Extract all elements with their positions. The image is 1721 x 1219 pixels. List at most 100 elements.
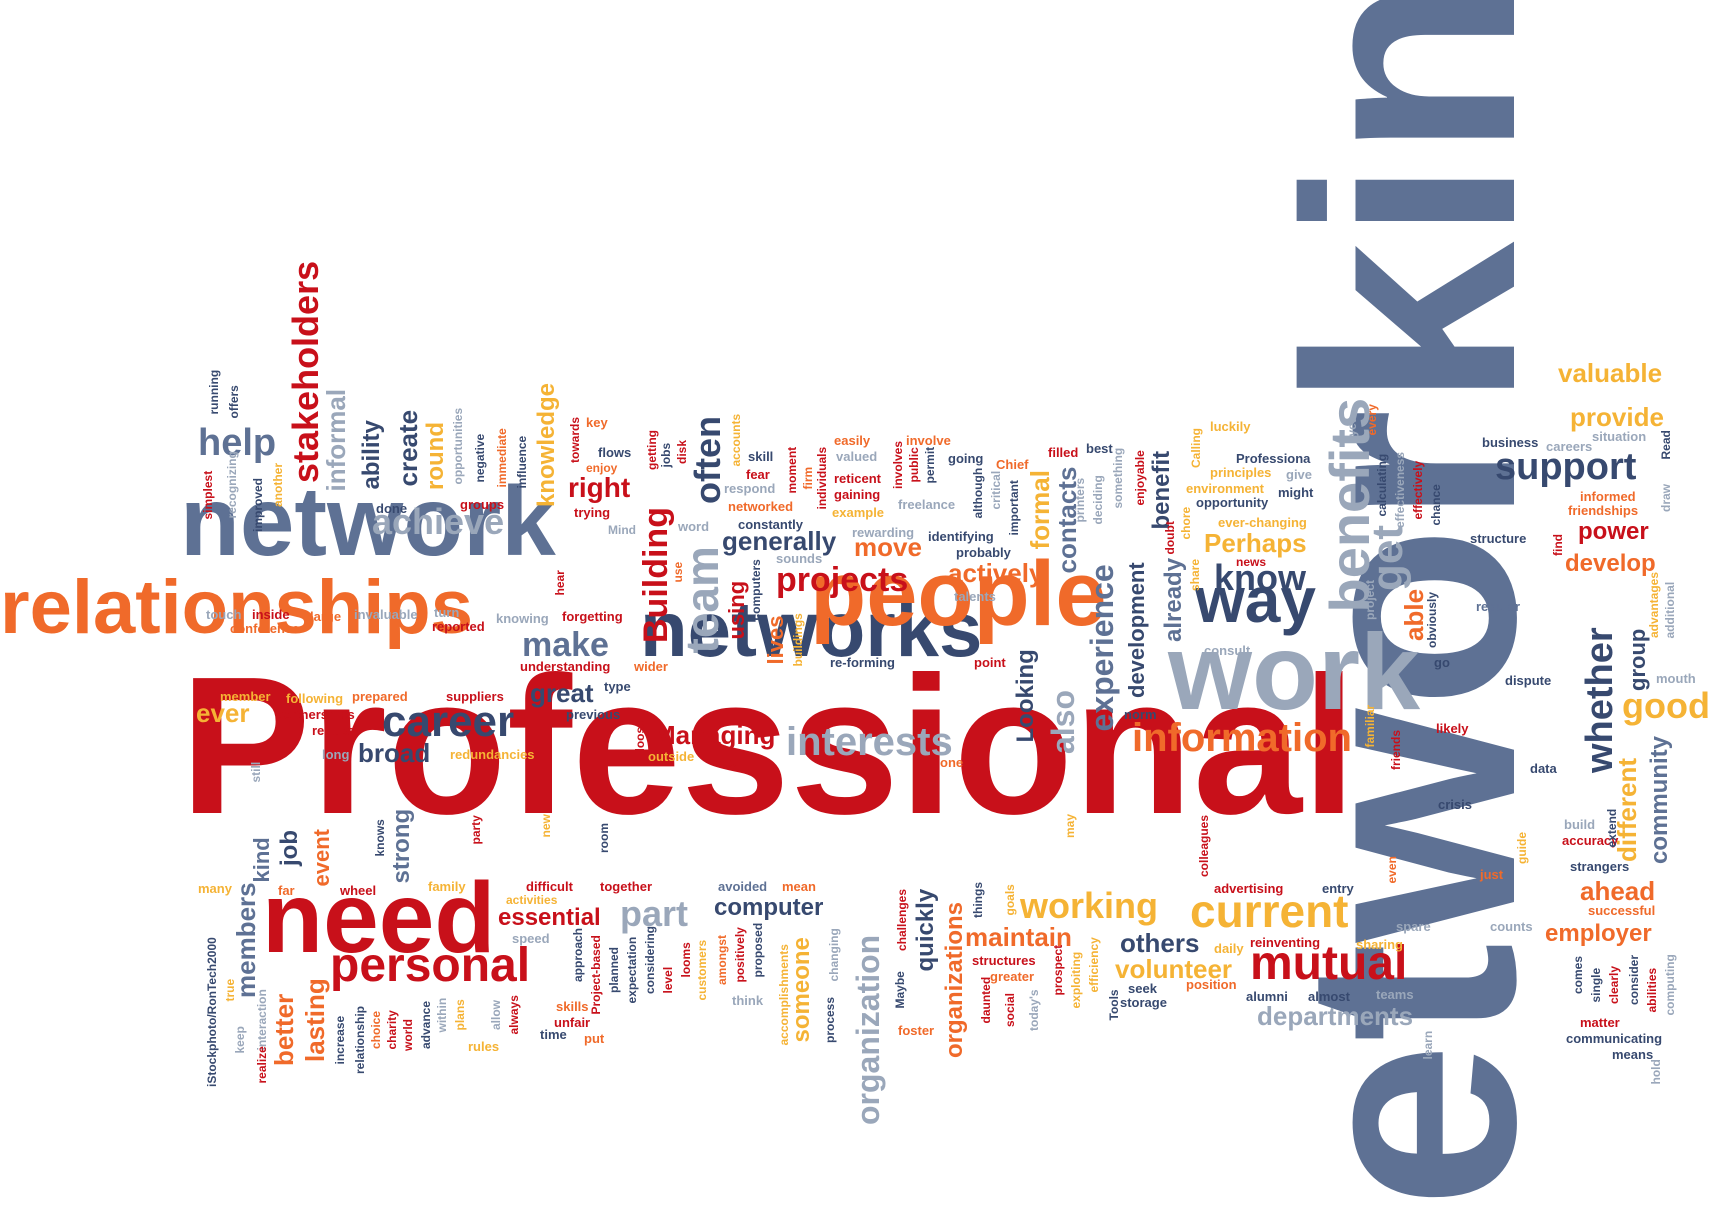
word-previous: previous bbox=[566, 707, 621, 722]
word-easily: easily bbox=[834, 433, 871, 448]
word-way: way bbox=[1195, 564, 1316, 636]
word-opportunity: opportunity bbox=[1196, 495, 1269, 510]
word-create: create bbox=[393, 409, 423, 487]
word-rules: rules bbox=[468, 1039, 500, 1054]
word-enjoy: enjoy bbox=[586, 461, 618, 475]
word-ever: ever bbox=[196, 698, 250, 728]
word-communicating: communicating bbox=[1566, 1031, 1663, 1046]
word-fear: fear bbox=[746, 467, 770, 482]
word-entry: entry bbox=[1322, 881, 1354, 896]
word-every: every bbox=[1365, 404, 1379, 436]
word-things: things bbox=[971, 882, 985, 918]
word-simplest: simplest bbox=[201, 470, 215, 520]
word-probably: probably bbox=[956, 545, 1011, 560]
word-mind: Mind bbox=[608, 523, 636, 537]
word-achieve: achieve bbox=[372, 501, 505, 542]
word-hear: hear bbox=[553, 570, 567, 596]
word-go: go bbox=[1434, 655, 1450, 670]
word-mean: mean bbox=[782, 879, 816, 894]
word-means: means bbox=[1612, 1047, 1654, 1062]
word-consult: consult bbox=[1204, 643, 1251, 658]
word-relationship: relationship bbox=[353, 1005, 367, 1074]
word-disk: disk bbox=[675, 439, 689, 464]
word-good: good bbox=[1622, 685, 1710, 726]
word-something: something bbox=[1111, 447, 1125, 509]
word-turn: turn bbox=[434, 605, 460, 620]
word-jobs: jobs bbox=[659, 442, 673, 468]
word-yet: yet bbox=[1345, 419, 1359, 437]
word-wider: wider bbox=[634, 659, 668, 674]
word-building: Building bbox=[637, 507, 675, 643]
word-put: put bbox=[584, 1031, 605, 1046]
word-respond: respond bbox=[724, 481, 776, 496]
word-relationships: relationships bbox=[0, 565, 473, 650]
word-recognizing: recognizing bbox=[225, 451, 239, 519]
word-familiar: familiar bbox=[1363, 704, 1377, 748]
word-inside: inside bbox=[252, 607, 290, 622]
word-choice: choice bbox=[369, 1010, 383, 1049]
word-team: team bbox=[676, 546, 728, 654]
word-accounts: accounts bbox=[729, 413, 743, 467]
word-just: just bbox=[1480, 867, 1504, 882]
word-essential: essential bbox=[498, 904, 601, 931]
word-structures: structures bbox=[972, 953, 1036, 968]
word-learn: learn bbox=[1421, 1030, 1435, 1060]
word-word: word bbox=[678, 519, 710, 534]
word-realize: realize bbox=[255, 1046, 269, 1084]
word-project: project bbox=[1363, 579, 1377, 620]
word-quickly: quickly bbox=[912, 888, 939, 972]
word-volunteer: volunteer bbox=[1115, 954, 1233, 984]
word-think: think bbox=[732, 993, 764, 1008]
word-moment: moment bbox=[785, 446, 799, 494]
word-networked: networked bbox=[728, 499, 794, 514]
word-skill: skill bbox=[748, 449, 774, 464]
word-knowing: knowing bbox=[496, 611, 549, 626]
word-may: may bbox=[1063, 813, 1077, 838]
word-build: build bbox=[1564, 817, 1596, 832]
word-level: level bbox=[661, 966, 675, 994]
word-far: far bbox=[278, 883, 295, 898]
word-considering: considering bbox=[643, 925, 657, 994]
word-strangers: strangers bbox=[1570, 859, 1630, 874]
word-towards: towards bbox=[568, 416, 582, 463]
word-always: always bbox=[507, 995, 521, 1035]
word-approach: approach bbox=[571, 927, 585, 982]
word-comes: comes bbox=[1571, 955, 1585, 994]
word-computer: computer bbox=[714, 894, 824, 921]
word-organization: organization bbox=[850, 934, 886, 1125]
word-mutual: mutual bbox=[1250, 937, 1408, 990]
word-going: going bbox=[948, 451, 984, 466]
word-maybe: Maybe bbox=[893, 971, 907, 1009]
word-party: party bbox=[469, 815, 483, 845]
word-family: family bbox=[428, 879, 466, 894]
word-process: process bbox=[823, 996, 837, 1043]
word-make: make bbox=[522, 626, 609, 664]
word-development: development bbox=[1124, 562, 1149, 698]
word-offers: offers bbox=[227, 385, 241, 419]
word-move: move bbox=[854, 532, 922, 562]
word-know: know bbox=[1214, 557, 1307, 598]
word-reported: reported bbox=[432, 619, 485, 634]
word-job: job bbox=[276, 830, 303, 866]
word-forgetting: forgetting bbox=[562, 609, 623, 624]
word-help: help bbox=[198, 422, 277, 464]
word-seek: seek bbox=[1128, 981, 1157, 996]
word-networks: networks bbox=[640, 585, 983, 673]
word-use: use bbox=[671, 561, 685, 583]
word-regular: regular bbox=[1476, 599, 1521, 614]
word-might: might bbox=[1278, 485, 1314, 500]
word-negative: negative bbox=[473, 433, 487, 483]
word-loose: loose bbox=[633, 720, 647, 752]
word-community: community bbox=[1646, 735, 1673, 864]
word-power: power bbox=[1578, 518, 1649, 545]
word-chance: chance bbox=[1429, 484, 1443, 526]
word-foster: foster bbox=[898, 1023, 935, 1038]
word-environment: environment bbox=[1186, 481, 1265, 496]
word-others: others bbox=[1120, 928, 1200, 958]
word-counts: counts bbox=[1490, 919, 1533, 934]
word-position: position bbox=[1186, 977, 1237, 992]
word-someone: someone bbox=[788, 937, 815, 1043]
word-another: another bbox=[271, 462, 285, 507]
word-conference: conference bbox=[230, 621, 300, 636]
word-printers: printers bbox=[1073, 477, 1087, 523]
